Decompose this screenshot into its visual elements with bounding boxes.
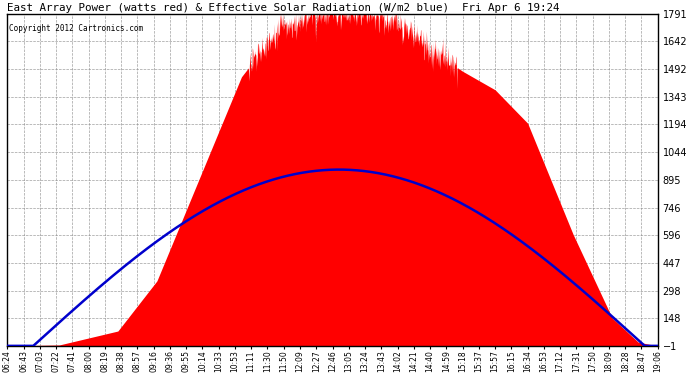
Text: Copyright 2012 Cartronics.com: Copyright 2012 Cartronics.com [8, 24, 143, 33]
Text: East Array Power (watts red) & Effective Solar Radiation (W/m2 blue)  Fri Apr 6 : East Array Power (watts red) & Effective… [8, 3, 560, 13]
